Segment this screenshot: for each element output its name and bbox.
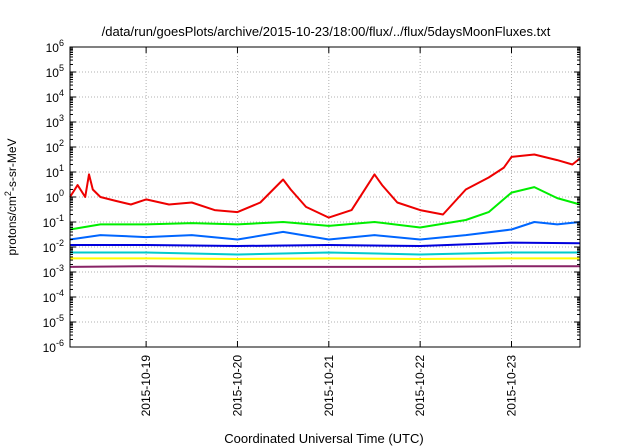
y-axis-label: protons/cm2-s-sr-MeV bbox=[3, 138, 19, 255]
y-tick-label: 100 bbox=[46, 188, 64, 205]
y-tick-label: 10-6 bbox=[43, 338, 64, 355]
series-line-6 bbox=[70, 257, 580, 260]
x-tick-label: 2015-10-22 bbox=[413, 355, 427, 417]
series-line-3 bbox=[69, 221, 581, 241]
y-tick-base: 10 bbox=[46, 141, 60, 155]
y-tick-base: 10 bbox=[43, 291, 57, 305]
y-tick-label: 10-3 bbox=[43, 263, 64, 280]
y-tick-exp: 1 bbox=[59, 163, 64, 173]
y-tick-label: 103 bbox=[46, 113, 64, 130]
y-axis-label-rest: -s-sr-MeV bbox=[5, 138, 19, 191]
y-axis-label-sup: 2 bbox=[3, 191, 13, 196]
y-tick-exp: -5 bbox=[56, 313, 64, 323]
chart-title: /data/run/goesPlots/archive/2015-10-23/1… bbox=[102, 24, 551, 39]
y-tick-base: 10 bbox=[43, 266, 57, 280]
y-tick-base: 10 bbox=[46, 91, 60, 105]
y-tick-label: 104 bbox=[46, 88, 64, 105]
y-tick-exp: 4 bbox=[59, 88, 64, 98]
y-tick-exp: -3 bbox=[56, 263, 64, 273]
y-tick-base: 10 bbox=[46, 166, 60, 180]
y-tick-base: 10 bbox=[46, 66, 60, 80]
y-tick-label: 102 bbox=[46, 138, 64, 155]
x-axis-label: Coordinated Universal Time (UTC) bbox=[224, 431, 423, 446]
x-tick-label: 2015-10-19 bbox=[139, 355, 153, 417]
y-tick-exp: 3 bbox=[59, 113, 64, 123]
y-axis-label-base: protons/cm bbox=[5, 196, 19, 255]
y-tick-label: 106 bbox=[46, 38, 64, 55]
y-tick-label: 10-1 bbox=[43, 213, 64, 230]
y-tick-label: 105 bbox=[46, 63, 64, 80]
y-tick-exp: 6 bbox=[59, 38, 64, 48]
series-line-7 bbox=[69, 265, 580, 268]
y-tick-exp: 0 bbox=[59, 188, 64, 198]
y-tick-exp: -4 bbox=[56, 288, 64, 298]
series-line-2 bbox=[69, 186, 581, 231]
y-tick-exp: -1 bbox=[56, 213, 64, 223]
x-tick-label: 2015-10-20 bbox=[230, 355, 244, 417]
y-tick-label: 10-4 bbox=[43, 288, 64, 305]
y-tick-exp: 2 bbox=[59, 138, 64, 148]
y-tick-label: 101 bbox=[46, 163, 64, 180]
y-tick-base: 10 bbox=[43, 216, 57, 230]
y-axis: 10-610-510-410-310-210-11001011021031041… bbox=[43, 38, 580, 355]
x-tick-label: 2015-10-21 bbox=[322, 355, 336, 417]
y-tick-base: 10 bbox=[43, 241, 57, 255]
y-tick-base: 10 bbox=[46, 41, 60, 55]
y-tick-base: 10 bbox=[43, 341, 57, 355]
x-axis: 2015-10-19 2015-10-20 2015-10-21 2015-10-22… bbox=[139, 47, 518, 416]
series-line-4 bbox=[70, 241, 581, 247]
y-tick-base: 10 bbox=[46, 191, 60, 205]
y-tick-label: 10-5 bbox=[43, 313, 64, 330]
y-tick-base: 10 bbox=[46, 116, 60, 130]
y-tick-label: 10-2 bbox=[43, 238, 64, 255]
x-tick-label: 2015-10-23 bbox=[504, 355, 518, 417]
y-tick-exp: 5 bbox=[59, 63, 64, 73]
series-line-5 bbox=[70, 251, 580, 256]
grid-lines bbox=[70, 47, 580, 347]
series-line-1 bbox=[69, 153, 581, 219]
y-tick-exp: -2 bbox=[56, 238, 64, 248]
y-tick-base: 10 bbox=[43, 316, 57, 330]
y-tick-exp: -6 bbox=[56, 338, 64, 348]
series-lines bbox=[69, 153, 581, 268]
